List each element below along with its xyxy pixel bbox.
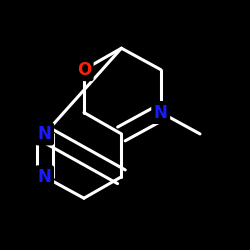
Text: O: O <box>77 61 91 79</box>
Text: N: N <box>154 104 168 122</box>
Text: N: N <box>38 168 52 186</box>
Text: N: N <box>38 125 52 143</box>
